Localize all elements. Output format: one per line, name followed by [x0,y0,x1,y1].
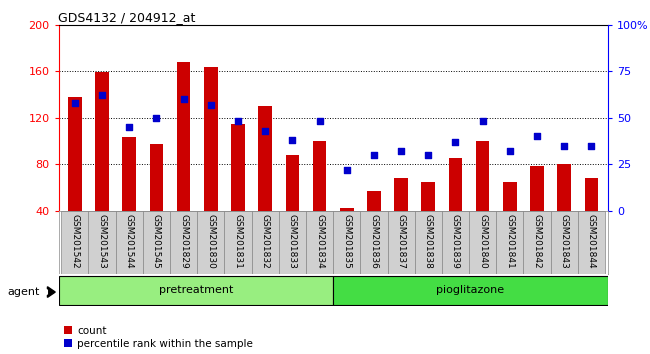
Point [315,119,325,124]
Bar [558,164,571,211]
Text: agent: agent [8,287,40,297]
Point [178,96,188,102]
Bar [442,211,469,274]
Bar [306,211,333,274]
Point [396,148,406,154]
Point [70,100,80,105]
Bar [448,158,462,211]
Bar [476,141,489,211]
Bar [333,211,360,274]
Text: GSM201834: GSM201834 [315,214,324,269]
Text: GSM201835: GSM201835 [342,214,351,269]
Bar [523,211,551,274]
Bar [122,137,136,211]
Text: GSM201830: GSM201830 [206,214,215,269]
Legend: count, percentile rank within the sample: count, percentile rank within the sample [64,326,253,349]
Text: GSM201841: GSM201841 [505,214,514,269]
Bar [584,178,598,211]
Bar [197,211,224,274]
Bar [58,276,333,304]
Bar [340,208,354,211]
Point [586,143,597,148]
Bar [224,211,252,274]
Bar [395,178,408,211]
Text: GSM201840: GSM201840 [478,214,487,269]
Bar [421,182,435,211]
Bar [578,211,605,274]
Bar [313,141,326,211]
Text: GSM201832: GSM201832 [261,214,270,269]
Text: GSM201833: GSM201833 [288,214,297,269]
Bar [204,67,218,211]
Point [478,119,488,124]
Bar [360,211,387,274]
Bar [88,211,116,274]
Bar [116,211,143,274]
Bar [503,182,517,211]
Point [287,137,298,143]
Bar [415,211,442,274]
Point [450,139,461,145]
Bar [469,211,496,274]
Bar [95,73,109,211]
Text: GSM201544: GSM201544 [125,214,134,268]
Text: GSM201543: GSM201543 [98,214,107,269]
Text: GSM201836: GSM201836 [369,214,378,269]
Bar [285,155,299,211]
Bar [551,211,578,274]
Bar [258,106,272,211]
Text: GDS4132 / 204912_at: GDS4132 / 204912_at [58,11,196,24]
Point [260,128,270,133]
Bar [279,211,306,274]
Bar [177,62,190,211]
Point [97,92,107,98]
Text: GSM201838: GSM201838 [424,214,433,269]
Text: pioglitazone: pioglitazone [436,285,504,295]
Point [504,148,515,154]
Text: GSM201842: GSM201842 [532,214,541,268]
Point [341,167,352,173]
Point [423,152,434,158]
Bar [61,211,88,274]
Bar [252,211,279,274]
Bar [170,211,197,274]
Bar [387,211,415,274]
Text: GSM201843: GSM201843 [560,214,569,269]
Text: GSM201839: GSM201839 [451,214,460,269]
Bar [496,211,523,274]
Point [205,102,216,108]
Point [151,115,162,120]
Text: pretreatment: pretreatment [159,285,233,295]
Bar [231,124,245,211]
Bar [143,211,170,274]
Bar [530,166,544,211]
Bar [68,97,82,211]
Point [532,133,542,139]
Point [233,119,243,124]
Text: GSM201545: GSM201545 [152,214,161,269]
Text: GSM201831: GSM201831 [233,214,242,269]
Text: GSM201837: GSM201837 [396,214,406,269]
Bar [150,144,163,211]
Point [559,143,569,148]
Point [369,152,379,158]
Bar [367,191,381,211]
Text: GSM201542: GSM201542 [70,214,79,268]
Bar [333,276,608,304]
Text: GSM201844: GSM201844 [587,214,596,268]
Point [124,124,135,130]
Text: GSM201829: GSM201829 [179,214,188,269]
